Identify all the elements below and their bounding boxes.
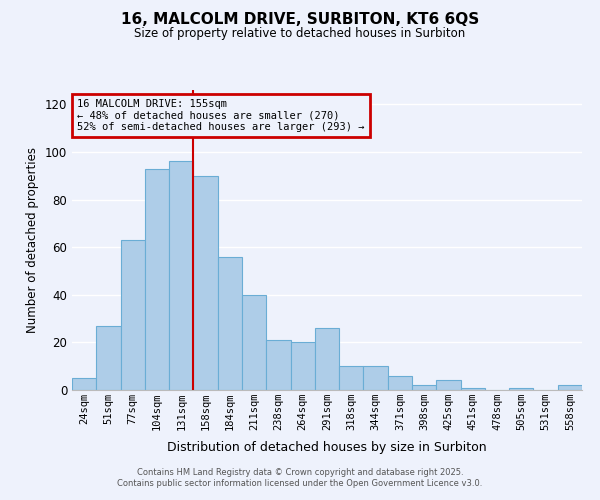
Y-axis label: Number of detached properties: Number of detached properties [26, 147, 39, 333]
Bar [412, 385, 436, 390]
Text: 16, MALCOLM DRIVE, SURBITON, KT6 6QS: 16, MALCOLM DRIVE, SURBITON, KT6 6QS [121, 12, 479, 28]
Bar [72, 378, 96, 390]
Bar [169, 162, 193, 390]
Bar [315, 328, 339, 390]
Bar [436, 380, 461, 390]
Text: Size of property relative to detached houses in Surbiton: Size of property relative to detached ho… [134, 28, 466, 40]
Text: 16 MALCOLM DRIVE: 155sqm
← 48% of detached houses are smaller (270)
52% of semi-: 16 MALCOLM DRIVE: 155sqm ← 48% of detach… [77, 99, 365, 132]
Bar [509, 388, 533, 390]
Bar [218, 256, 242, 390]
Bar [242, 295, 266, 390]
Bar [461, 388, 485, 390]
Bar [193, 176, 218, 390]
Bar [339, 366, 364, 390]
Bar [388, 376, 412, 390]
Bar [558, 385, 582, 390]
Bar [290, 342, 315, 390]
Bar [145, 168, 169, 390]
Bar [266, 340, 290, 390]
Bar [96, 326, 121, 390]
Bar [364, 366, 388, 390]
Text: Contains HM Land Registry data © Crown copyright and database right 2025.
Contai: Contains HM Land Registry data © Crown c… [118, 468, 482, 487]
X-axis label: Distribution of detached houses by size in Surbiton: Distribution of detached houses by size … [167, 442, 487, 454]
Bar [121, 240, 145, 390]
